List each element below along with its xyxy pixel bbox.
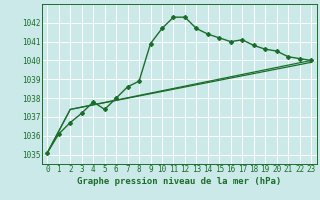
X-axis label: Graphe pression niveau de la mer (hPa): Graphe pression niveau de la mer (hPa) <box>77 177 281 186</box>
